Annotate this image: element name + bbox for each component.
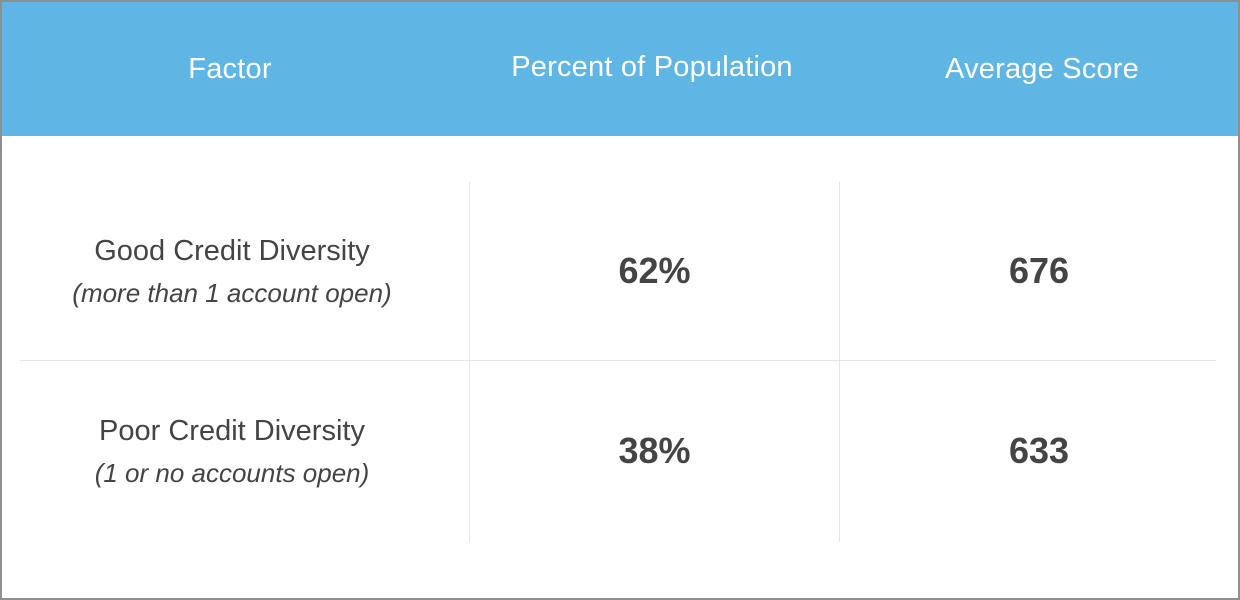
factor-label: Good Credit Diversity xyxy=(94,235,370,267)
row-divider xyxy=(20,360,1216,361)
table-row-good-factor: Good Credit Diversity (more than 1 accou… xyxy=(2,182,462,360)
column-header-factor: Factor xyxy=(188,52,272,85)
column-header-percent: Percent of Population xyxy=(511,50,793,83)
factor-note: (1 or no accounts open) xyxy=(94,458,370,488)
table-header: Factor Percent of Population Average Sco… xyxy=(2,2,1238,136)
table-row-poor-factor: Poor Credit Diversity (1 or no accounts … xyxy=(2,361,462,541)
score-value: 676 xyxy=(1008,250,1070,291)
column-divider xyxy=(469,182,470,542)
percent-value: 38% xyxy=(618,430,691,471)
percent-value: 62% xyxy=(618,250,691,291)
table-cell-poor-percent: 38% xyxy=(470,361,839,541)
table-cell-good-score: 676 xyxy=(840,182,1238,360)
table-cell-good-percent: 62% xyxy=(470,182,839,360)
score-value: 633 xyxy=(1008,430,1070,471)
factor-note: (more than 1 account open) xyxy=(72,278,392,308)
table-cell-poor-score: 633 xyxy=(840,361,1238,541)
column-header-score: Average Score xyxy=(945,52,1139,85)
column-divider xyxy=(839,182,840,542)
factor-label: Poor Credit Diversity xyxy=(99,415,365,447)
